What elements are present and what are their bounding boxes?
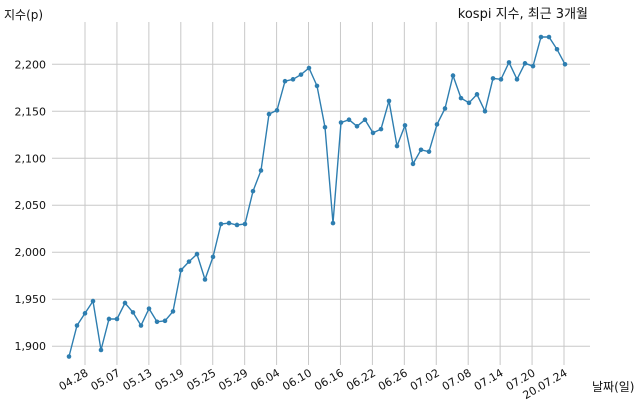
x-tick-label: 05.25 bbox=[184, 366, 218, 393]
data-point bbox=[186, 259, 192, 264]
data-point bbox=[194, 251, 200, 257]
data-point bbox=[258, 168, 264, 173]
data-point bbox=[90, 298, 96, 304]
data-point bbox=[82, 311, 88, 316]
data-point bbox=[202, 277, 208, 282]
y-tick-label: 1,900 bbox=[15, 340, 47, 353]
x-tick-label: 05.13 bbox=[121, 366, 155, 393]
data-point bbox=[474, 92, 480, 97]
data-point bbox=[282, 78, 288, 84]
data-point bbox=[226, 220, 232, 226]
data-point bbox=[466, 100, 472, 106]
data-point bbox=[130, 310, 136, 315]
data-point bbox=[362, 117, 368, 123]
x-tick-label: 07.08 bbox=[440, 366, 474, 393]
data-point bbox=[402, 123, 408, 128]
data-point bbox=[354, 124, 360, 129]
y-tick-label: 2,050 bbox=[15, 199, 47, 212]
y-tick-label: 2,200 bbox=[15, 58, 47, 71]
data-point bbox=[434, 122, 440, 127]
y-tick-label: 2,150 bbox=[15, 105, 47, 118]
y-tick-label: 1,950 bbox=[15, 293, 47, 306]
data-point bbox=[298, 72, 304, 77]
data-point bbox=[530, 63, 536, 69]
data-point bbox=[370, 130, 376, 136]
x-tick-label: 06.10 bbox=[280, 366, 314, 393]
data-point bbox=[418, 147, 424, 153]
data-point bbox=[66, 354, 72, 359]
data-point bbox=[218, 221, 224, 227]
data-point bbox=[458, 95, 464, 101]
data-point bbox=[410, 161, 416, 167]
data-point bbox=[442, 106, 448, 111]
y-tick-label: 2,000 bbox=[15, 246, 47, 259]
data-point bbox=[498, 77, 504, 82]
x-tick-label: 07.14 bbox=[472, 366, 506, 393]
data-point bbox=[74, 323, 80, 328]
x-tick-label: 06.26 bbox=[376, 366, 410, 393]
x-axis-label: 날짜(일) bbox=[592, 380, 635, 394]
data-point bbox=[482, 108, 488, 114]
data-point bbox=[514, 77, 520, 82]
y-axis-label: 지수(p) bbox=[4, 8, 44, 22]
data-point bbox=[450, 73, 456, 78]
data-point bbox=[250, 188, 256, 194]
y-tick-label: 2,100 bbox=[15, 152, 47, 165]
data-point bbox=[234, 222, 240, 228]
x-tick-label: 06.22 bbox=[344, 366, 378, 393]
data-point bbox=[394, 143, 400, 149]
data-point bbox=[178, 267, 184, 273]
data-point bbox=[154, 319, 160, 325]
data-point bbox=[242, 221, 248, 227]
x-tick-label: 05.19 bbox=[153, 366, 187, 393]
x-tick-label: 07.02 bbox=[408, 366, 442, 393]
data-point bbox=[162, 318, 168, 324]
data-point bbox=[98, 347, 104, 353]
data-point bbox=[378, 126, 384, 132]
data-point bbox=[138, 323, 144, 328]
data-point bbox=[546, 34, 552, 40]
data-point bbox=[210, 254, 216, 260]
data-point bbox=[506, 60, 512, 65]
data-point bbox=[170, 309, 176, 314]
data-point bbox=[106, 316, 112, 322]
data-point bbox=[490, 76, 496, 81]
data-point bbox=[338, 120, 344, 125]
data-point bbox=[274, 108, 280, 113]
data-point bbox=[146, 306, 152, 311]
data-point bbox=[314, 83, 320, 89]
x-tick-label: 05.07 bbox=[89, 366, 123, 393]
data-point bbox=[554, 46, 560, 52]
data-point bbox=[122, 300, 128, 306]
data-point bbox=[290, 77, 296, 82]
data-point bbox=[386, 98, 392, 104]
chart-title: kospi 지수, 최근 3개월 bbox=[457, 7, 588, 22]
data-point bbox=[538, 34, 544, 40]
x-tick-label: 04.28 bbox=[57, 366, 91, 393]
data-point bbox=[330, 220, 336, 226]
data-point bbox=[266, 111, 272, 117]
data-point bbox=[426, 149, 432, 154]
x-tick-label: 06.16 bbox=[312, 366, 346, 393]
data-point bbox=[322, 124, 328, 130]
data-point bbox=[346, 117, 352, 123]
data-point bbox=[562, 61, 568, 67]
data-point bbox=[114, 316, 120, 322]
x-tick-label: 06.04 bbox=[248, 366, 282, 393]
x-tick-label: 05.29 bbox=[216, 366, 250, 393]
data-point bbox=[522, 61, 528, 66]
data-point bbox=[306, 65, 312, 71]
